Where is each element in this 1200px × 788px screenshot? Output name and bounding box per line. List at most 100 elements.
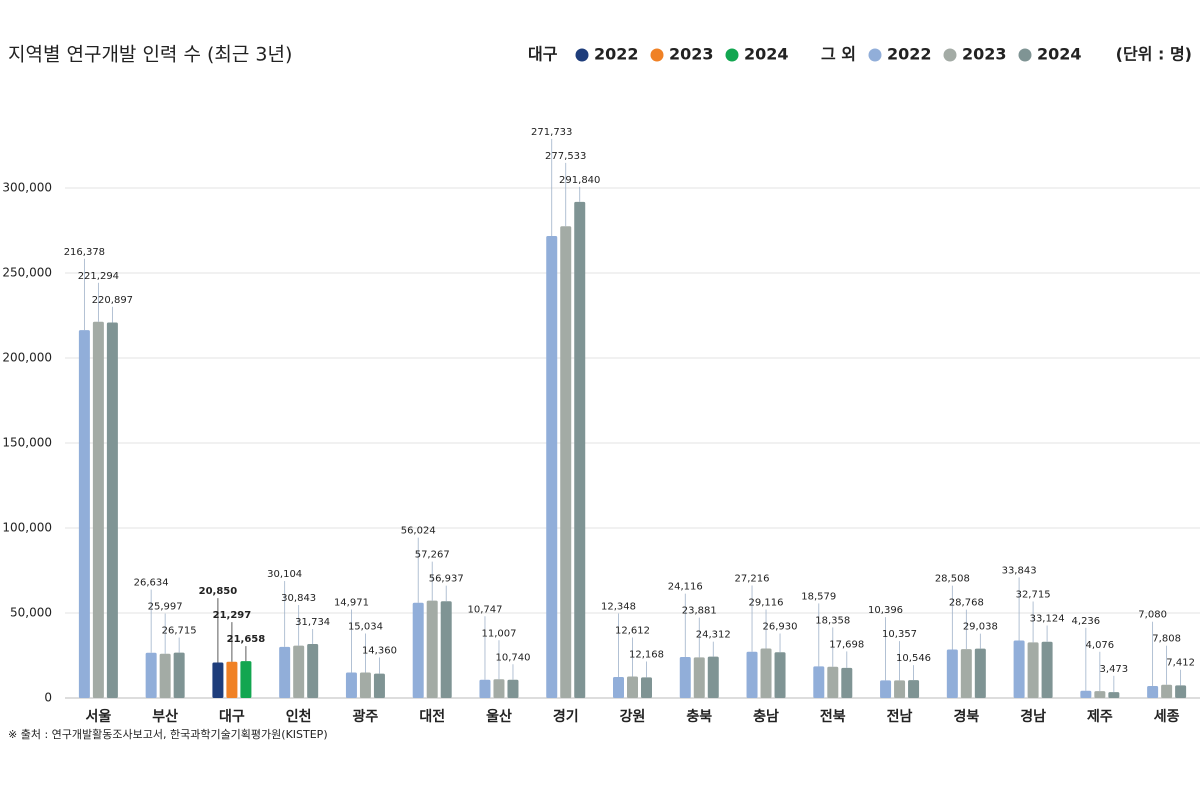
legend-label: 2022 [887,45,932,64]
value-label: 33,843 [1002,565,1037,576]
x-tick-label: 대전 [419,708,445,725]
y-tick-label: 250,000 [2,266,52,280]
bar [560,226,572,698]
y-tick-label: 50,000 [10,606,52,620]
value-label: 4,076 [1086,640,1115,651]
value-label: 30,843 [281,593,316,604]
legend-group-title: 그 외 [821,45,856,64]
x-tick-label: 인천 [286,708,312,725]
bar [106,322,118,698]
bar [974,648,986,698]
value-label: 32,715 [1016,589,1051,600]
value-label: 57,267 [415,550,450,561]
bar [173,652,185,698]
y-tick-label: 150,000 [2,436,52,450]
value-label: 220,897 [92,295,133,306]
x-tick-label: 부산 [152,708,178,725]
value-label: 221,294 [78,271,119,282]
bar [1080,690,1092,698]
value-label: 216,378 [64,247,105,258]
bar [613,677,624,698]
bar [693,657,705,698]
legend-swatch [575,48,589,62]
bar [359,672,371,698]
y-tick-label: 200,000 [2,351,52,365]
value-label: 33,124 [1030,613,1065,624]
bar [345,672,357,698]
bar [78,330,90,698]
bar [960,649,972,698]
value-label: 7,080 [1138,610,1167,621]
value-label: 11,007 [481,628,516,639]
value-label: 18,358 [815,615,850,626]
x-tick-label: 광주 [353,708,379,725]
value-label: 28,508 [935,574,970,585]
legend-swatch [943,48,957,62]
x-tick-label: 경기 [553,708,579,725]
value-label: 20,850 [199,586,238,597]
value-label: 10,740 [495,652,530,663]
bar [774,652,786,698]
bar [412,602,424,698]
value-label: 12,348 [601,602,636,613]
value-label: 26,715 [162,626,197,637]
bar [92,321,104,698]
value-label: 10,396 [868,605,903,616]
value-label: 271,733 [531,127,572,138]
bar [707,656,719,698]
value-label: 4,236 [1072,616,1101,627]
value-label: 7,808 [1152,634,1181,645]
bar [493,679,505,698]
x-tick-label: 울산 [486,708,512,725]
legend-swatch [868,48,882,62]
bar [1027,642,1039,698]
bar [240,661,252,698]
value-label: 3,473 [1100,664,1129,675]
bar [1147,685,1159,698]
value-label: 29,116 [749,598,784,609]
x-tick-label: 충북 [686,709,712,725]
bar [159,653,171,698]
bar [1041,641,1053,698]
bar [641,677,652,698]
source-note: ※ 출처 : 연구개발활동조사보고서, 한국과학기술기획평가원(KISTEP) [8,727,328,741]
x-tick-label: 서울 [85,708,111,725]
bar [841,667,853,698]
bar [813,666,825,698]
bar [746,651,758,698]
value-label: 21,658 [227,634,266,645]
bar [574,201,586,698]
bar [226,661,238,698]
bar [880,680,892,698]
bar [440,601,452,698]
x-tick-label: 전북 [820,708,846,725]
value-label: 7,412 [1166,658,1195,669]
legend-label: 2024 [1037,45,1082,64]
value-label: 12,612 [615,626,650,637]
bar [426,600,438,698]
bar [894,680,906,698]
legend-label: 2024 [744,45,789,64]
value-label: 15,034 [348,621,383,632]
bar [1161,684,1173,698]
value-label: 291,840 [559,175,600,186]
value-label: 18,579 [801,591,836,602]
y-tick-label: 100,000 [2,521,52,535]
value-label: 56,937 [429,574,464,585]
value-label: 23,881 [682,606,717,617]
x-tick-label: 세종 [1154,709,1180,725]
bar [1175,685,1187,698]
legend-label: 2023 [669,45,714,64]
x-tick-label: 제주 [1087,709,1113,725]
unit-label: (단위 : 명) [1116,45,1192,64]
legend-label: 2022 [594,45,639,64]
bar [307,644,319,698]
value-label: 277,533 [545,151,586,162]
x-tick-label: 전남 [887,708,913,725]
value-label: 29,038 [963,622,998,633]
bar [293,645,305,698]
value-label: 30,104 [267,569,302,580]
y-tick-label: 300,000 [2,181,52,195]
value-label: 12,168 [629,650,664,661]
legend-swatch [1018,48,1032,62]
